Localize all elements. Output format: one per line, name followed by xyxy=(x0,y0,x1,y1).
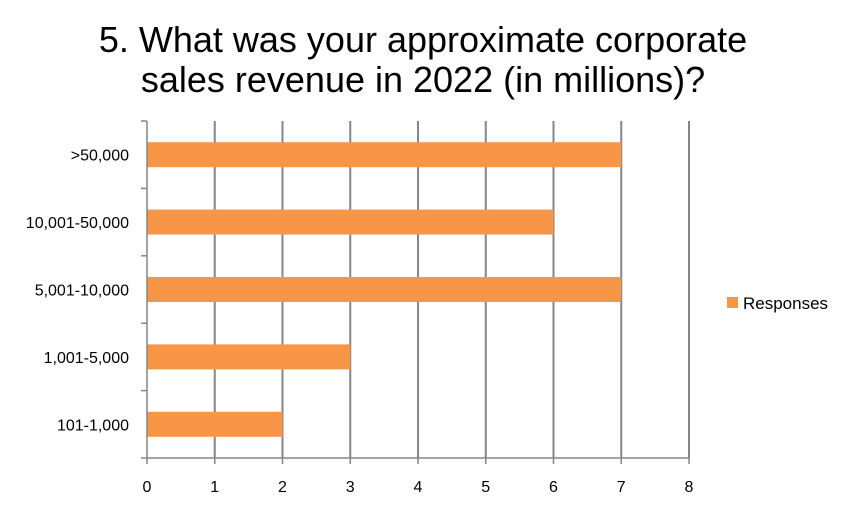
x-tick-label-4: 4 xyxy=(414,479,423,496)
y-category-label-4: 1,001-5,000 xyxy=(44,350,130,367)
bar-1 xyxy=(147,142,622,168)
legend: Responses xyxy=(727,294,828,313)
tick-labels: 0 1 2 3 4 5 6 7 8 >50,000 10,001-50,000 5,001-10,00… xyxy=(26,148,694,496)
x-tick-label-7: 7 xyxy=(617,479,626,496)
axes xyxy=(141,120,690,464)
legend-swatch-responses xyxy=(727,297,738,308)
y-category-label-5: 101-1,000 xyxy=(57,417,129,434)
y-category-label-1: >50,000 xyxy=(71,148,129,165)
bar-3 xyxy=(147,277,622,302)
bar-5 xyxy=(147,411,283,437)
x-tick-label-3: 3 xyxy=(346,479,355,496)
x-tick-label-2: 2 xyxy=(278,479,287,496)
x-tick-label-5: 5 xyxy=(481,479,490,496)
legend-label-responses: Responses xyxy=(743,294,828,313)
x-tick-label-6: 6 xyxy=(549,479,558,496)
chart-title-line-1: 5. What was your approximate corporate xyxy=(99,19,747,60)
bar-4 xyxy=(147,344,351,370)
chart-title-line-2: sales revenue in 2022 (in millions)? xyxy=(141,59,705,100)
x-tick-label-8: 8 xyxy=(685,479,694,496)
x-tick-label-0: 0 xyxy=(143,479,152,496)
bars xyxy=(147,142,622,437)
bar-2 xyxy=(147,209,554,235)
x-tick-label-1: 1 xyxy=(210,479,219,496)
y-category-label-2: 10,001-50,000 xyxy=(26,215,129,232)
y-category-label-3: 5,001-10,000 xyxy=(35,283,129,300)
